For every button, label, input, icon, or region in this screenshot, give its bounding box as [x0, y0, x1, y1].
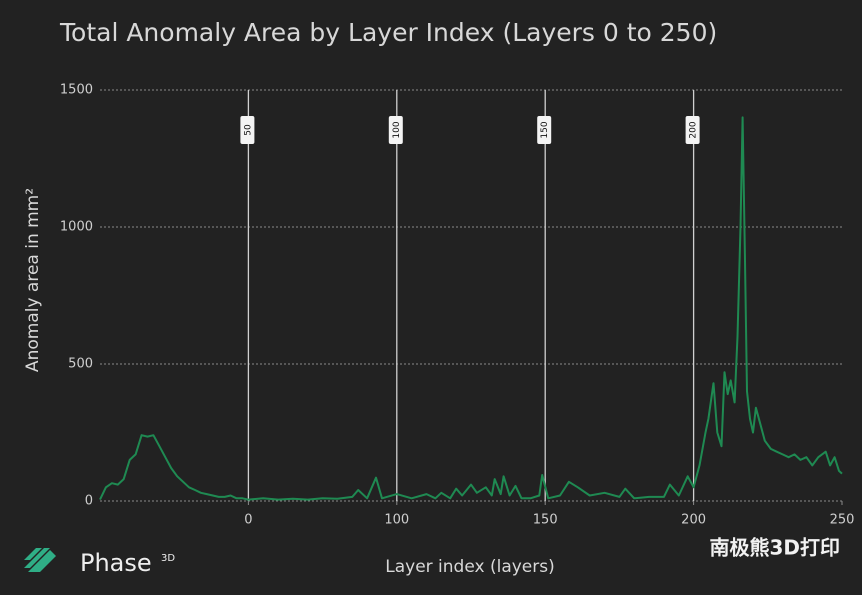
x-tick-label: 200 [681, 513, 706, 528]
annotation-label: 150 [537, 116, 552, 144]
data-line [99, 116, 843, 501]
x-tick-label: 0 [244, 513, 252, 528]
annotation-box [537, 116, 552, 144]
annotation-label: 100 [388, 116, 403, 144]
x-tick-label: 250 [830, 513, 855, 528]
y-tick-label: 0 [85, 494, 93, 509]
annotation-label: 50 [240, 116, 255, 144]
logo-sup: 3D [161, 553, 175, 564]
logo-text: Phase [80, 549, 152, 577]
annotation-text: 150 [540, 121, 550, 138]
y-tick-label: 500 [68, 357, 93, 372]
annotation-text: 50 [243, 124, 253, 136]
watermark: 南极熊3D打印 [709, 536, 840, 560]
x-tick-label: 100 [384, 513, 409, 528]
annotation-box [388, 116, 403, 144]
y-tick-label: 1500 [60, 83, 93, 98]
logo: Phase 3D [24, 548, 175, 577]
y-tick-label: 1000 [60, 220, 93, 235]
annotation-box [685, 116, 700, 144]
annotation-box [240, 116, 255, 144]
annotation-text: 200 [689, 121, 699, 138]
annotation-label: 200 [685, 116, 700, 144]
y-axis-title: Anomaly area in mm² [23, 188, 43, 372]
x-tick-label: 150 [533, 513, 558, 528]
chart-title: Total Anomaly Area by Layer Index (Layer… [59, 18, 717, 47]
annotation-text: 100 [392, 121, 402, 138]
x-axis-title: Layer index (layers) [385, 557, 555, 577]
